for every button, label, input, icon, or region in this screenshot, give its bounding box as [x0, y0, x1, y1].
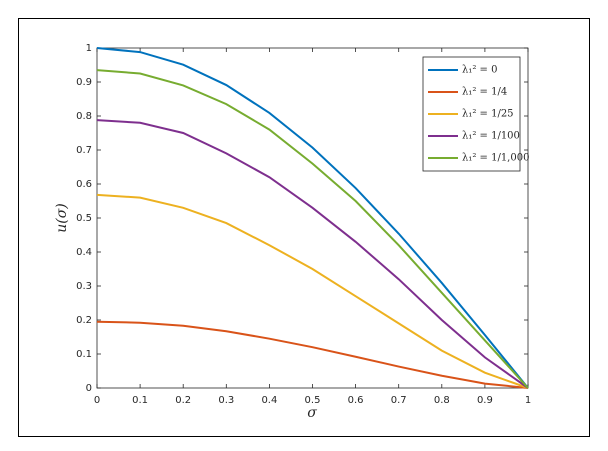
x-axis-label: σ — [307, 405, 317, 421]
y-tick-label: 0.1 — [76, 349, 92, 360]
y-axis-label: u(σ) — [54, 203, 70, 233]
y-tick-label: 1 — [86, 43, 92, 54]
y-tick-label: 0.5 — [76, 213, 92, 224]
legend-label: λ₁² = 0 — [462, 65, 497, 76]
x-tick-label: 0.1 — [132, 395, 148, 406]
x-tick-label: 0.5 — [305, 395, 321, 406]
legend-label: λ₁² = 1/100 — [462, 131, 520, 142]
series-line — [96, 119, 529, 389]
y-tick-label: 0.3 — [76, 281, 92, 292]
x-tick-label: 0.6 — [348, 395, 364, 406]
y-tick-label: 0.2 — [76, 315, 92, 326]
series-line — [96, 47, 529, 389]
y-tick-label: 0.8 — [76, 111, 92, 122]
x-tick-label: 0.9 — [477, 395, 493, 406]
x-tick-label: 0 — [94, 395, 100, 406]
x-tick-label: 0.8 — [434, 395, 450, 406]
x-tick-label: 0.3 — [218, 395, 234, 406]
x-tick-label: 0.7 — [391, 395, 407, 406]
y-tick-label: 0.9 — [76, 77, 92, 88]
y-tick-label: 0.6 — [76, 179, 92, 190]
y-tick-label: 0.4 — [76, 247, 92, 258]
y-tick-label: 0.7 — [76, 145, 92, 156]
legend-label: λ₁² = 1/1,000 — [462, 153, 529, 164]
legend-label: λ₁² = 1/4 — [462, 87, 507, 98]
legend-label: λ₁² = 1/25 — [462, 109, 514, 120]
x-tick-label: 1 — [525, 395, 531, 406]
x-tick-label: 0.2 — [175, 395, 191, 406]
series-line — [96, 193, 529, 389]
x-tick-label: 0.4 — [261, 395, 277, 406]
y-tick-label: 0 — [86, 383, 92, 394]
series-line — [96, 69, 529, 389]
series-line — [96, 320, 529, 389]
